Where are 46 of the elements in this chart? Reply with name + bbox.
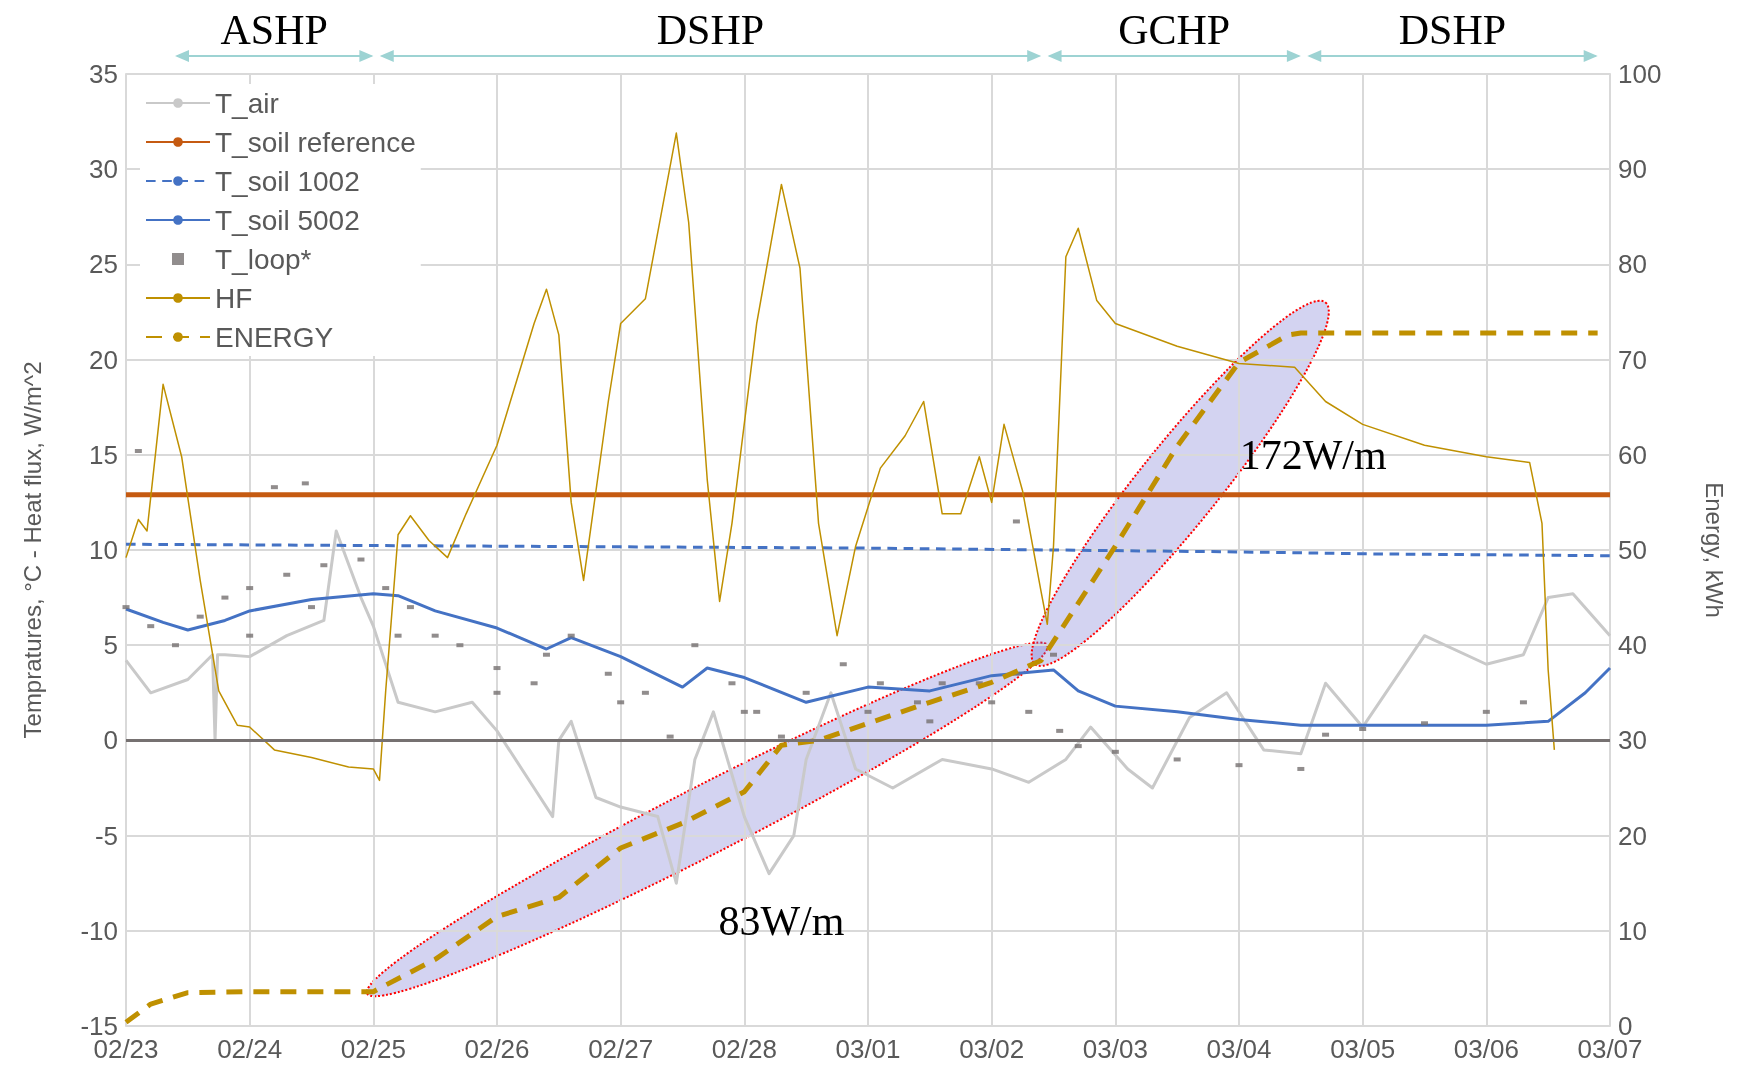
- y2-tick-label: 10: [1618, 915, 1647, 946]
- y2-tick-label: 40: [1618, 630, 1647, 661]
- x-tick-label: 02/27: [588, 1034, 654, 1064]
- legend-label: ENERGY: [215, 321, 334, 353]
- y2-tick-label: 30: [1618, 725, 1647, 756]
- x-tick-label: 02/26: [464, 1034, 530, 1064]
- x-tick-label: 02/24: [217, 1034, 283, 1064]
- x-tick-label: 03/02: [959, 1034, 1025, 1064]
- x-tick-label: 03/03: [1082, 1034, 1148, 1064]
- y-tick-label: -5: [94, 820, 118, 851]
- legend-label: T_loop*: [215, 243, 312, 275]
- x-tick-label: 03/06: [1453, 1034, 1519, 1064]
- y-tick-label: 5: [103, 630, 118, 661]
- x-tick-label: 03/04: [1206, 1034, 1272, 1064]
- annotation: 172W/m: [1239, 430, 1387, 479]
- text: DSHP: [656, 6, 765, 54]
- legend-label: T_soil 1002: [215, 165, 360, 197]
- y-tick-label: 30: [89, 154, 118, 185]
- y-tick-label: 20: [89, 344, 118, 375]
- legend-label: T_air: [215, 87, 279, 119]
- legend-label: T_soil 5002: [215, 204, 360, 236]
- text: GCHP: [1118, 6, 1231, 54]
- y2-tick-label: 60: [1618, 439, 1647, 470]
- y2-tick-label: 80: [1618, 249, 1647, 280]
- annotation: 83W/m: [718, 897, 845, 946]
- x-tick-label: 02/25: [340, 1034, 406, 1064]
- y-axis-title: Tempratures, °C - Heat flux, W/m^2: [18, 361, 46, 739]
- y2-tick-label: 20: [1618, 820, 1647, 851]
- x-tick-label: 02/28: [711, 1034, 777, 1064]
- y-tick-label: -10: [80, 915, 118, 946]
- x-tick-label: 03/01: [835, 1034, 901, 1064]
- y2-tick-label: 70: [1618, 344, 1647, 375]
- y2-tick-label: 50: [1618, 535, 1647, 565]
- y-tick-label: 10: [89, 535, 118, 565]
- text: DSHP: [1398, 6, 1507, 54]
- text: ASHP: [220, 6, 328, 54]
- x-tick-label: 03/05: [1330, 1034, 1396, 1064]
- y-tick-label: 35: [89, 59, 118, 89]
- y-tick-label: 15: [89, 439, 118, 470]
- y2-tick-label: 100: [1618, 59, 1662, 89]
- y-tick-label: 25: [89, 249, 118, 280]
- y2-tick-label: 90: [1618, 154, 1647, 185]
- y-tick-label: 0: [103, 725, 118, 756]
- legend-label: HF: [215, 282, 253, 314]
- legend-label: T_soil reference: [215, 126, 416, 158]
- y2-axis-title: Energy, kWh: [1700, 482, 1728, 618]
